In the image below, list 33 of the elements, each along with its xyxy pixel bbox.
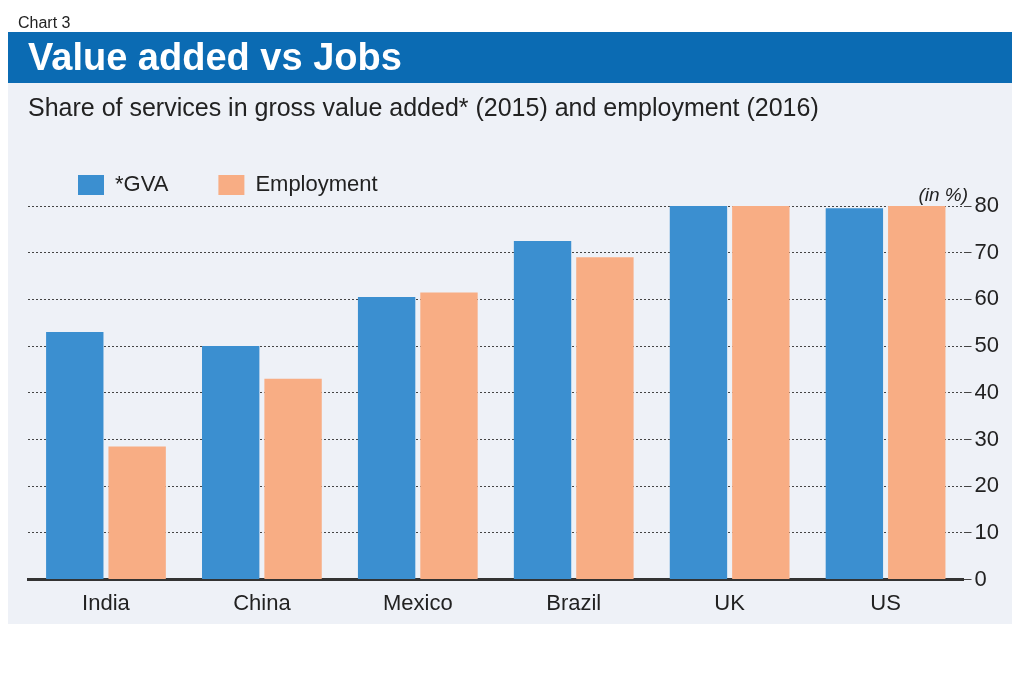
- y-tick-label: 80: [974, 192, 1000, 218]
- y-tick-label: 0: [974, 565, 987, 591]
- bar: [202, 346, 260, 580]
- bar: [513, 241, 572, 580]
- y-tick-label: 50: [974, 332, 1000, 358]
- bar: [108, 446, 166, 580]
- y-tick-label: 10: [974, 518, 1000, 544]
- bar: [264, 378, 322, 580]
- bar: [46, 332, 104, 580]
- y-tick-label: 40: [974, 378, 1000, 404]
- bar: [576, 257, 634, 580]
- y-tick-label: 20: [974, 472, 1000, 498]
- chart-subtitle: Share of services in gross value added* (2015) and employment (2016): [27, 92, 820, 123]
- x-tick-label: India: [82, 589, 131, 615]
- x-tick-label: US: [870, 589, 901, 615]
- y-axis-title: (in %): [918, 184, 968, 206]
- y-tick-label: 70: [974, 238, 1000, 264]
- caption: Chart 3: [8, 8, 1012, 32]
- bar: [420, 292, 478, 580]
- x-tick-label: UK: [714, 589, 746, 615]
- bar: [825, 208, 884, 580]
- x-tick-label: China: [233, 589, 292, 615]
- legend-label: *GVA: [115, 171, 169, 197]
- bar: [888, 206, 946, 580]
- y-tick-label: 60: [974, 285, 1000, 311]
- x-tick-label: Brazil: [546, 589, 602, 615]
- y-tick-label: 30: [974, 425, 1000, 451]
- chart-title: Value added vs Jobs: [8, 32, 1012, 83]
- bar: [357, 297, 416, 580]
- bar: [669, 206, 728, 580]
- bar: [732, 206, 790, 580]
- x-tick-label: Mexico: [382, 589, 453, 615]
- legend-label: Employment: [255, 171, 378, 197]
